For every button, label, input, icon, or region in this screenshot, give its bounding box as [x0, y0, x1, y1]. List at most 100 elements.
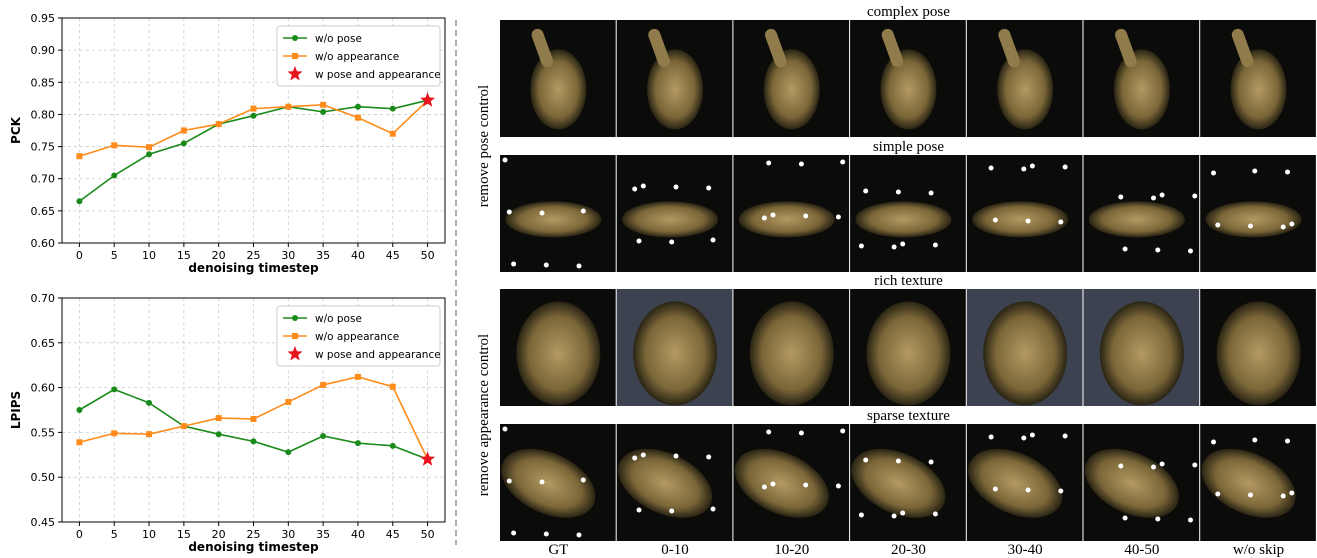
light-dot — [1252, 169, 1257, 174]
hand — [750, 301, 834, 405]
light-dot — [1155, 248, 1160, 253]
light-dot — [577, 533, 582, 538]
marker — [76, 439, 82, 445]
marker — [251, 106, 257, 112]
light-dot — [1026, 219, 1031, 224]
light-dot — [632, 456, 637, 461]
marker — [146, 431, 152, 437]
hand — [739, 201, 835, 237]
light-dot — [1248, 224, 1253, 229]
light-dot — [1160, 193, 1165, 198]
marker — [251, 113, 257, 119]
marker — [355, 115, 361, 121]
x-tick-label: 0 — [76, 528, 83, 541]
marker — [146, 144, 152, 150]
y-tick-label: 0.65 — [31, 205, 56, 218]
light-dot — [892, 245, 897, 250]
x-tick-label: 45 — [386, 249, 400, 262]
marker — [420, 451, 435, 466]
column-label: GT — [548, 542, 568, 558]
marker — [181, 423, 187, 429]
light-dot — [836, 215, 841, 220]
light-dot — [1188, 249, 1193, 254]
x-axis-label: denoising timestep — [188, 261, 319, 275]
marker — [216, 121, 222, 127]
light-dot — [859, 244, 864, 249]
marker — [216, 415, 222, 421]
x-tick-label: 45 — [386, 528, 400, 541]
marker — [320, 382, 326, 388]
light-dot — [1151, 465, 1156, 470]
light-dot — [1058, 489, 1063, 494]
light-dot — [507, 479, 512, 484]
light-dot — [900, 511, 905, 516]
x-tick-label: 40 — [351, 528, 365, 541]
marker — [355, 374, 361, 380]
light-dot — [929, 191, 934, 196]
light-dot — [1188, 518, 1193, 523]
row-title: complex pose — [867, 4, 950, 20]
light-dot — [706, 186, 711, 191]
marker — [320, 433, 326, 439]
light-dot — [900, 242, 905, 247]
legend-marker — [292, 35, 298, 41]
light-dot — [1289, 222, 1294, 227]
row-title: sparse texture — [867, 408, 950, 424]
light-dot — [711, 238, 716, 243]
light-dot — [863, 458, 868, 463]
marker — [251, 416, 257, 422]
light-dot — [803, 214, 808, 219]
marker — [181, 128, 187, 134]
y-tick-label: 0.65 — [31, 337, 56, 350]
marker — [320, 102, 326, 108]
hand — [1100, 301, 1184, 405]
marker — [216, 431, 222, 437]
light-dot — [1192, 463, 1197, 468]
light-dot — [674, 185, 679, 190]
hand — [622, 201, 718, 237]
marker — [146, 151, 152, 157]
x-tick-label: 5 — [111, 528, 118, 541]
legend-label: w/o pose — [315, 313, 362, 325]
hand — [866, 301, 950, 405]
light-dot — [766, 161, 771, 166]
marker — [285, 399, 291, 405]
light-dot — [544, 532, 549, 537]
legend-marker — [292, 333, 298, 339]
y-tick-label: 0.45 — [31, 516, 56, 529]
light-dot — [771, 213, 776, 218]
light-dot — [711, 507, 716, 512]
marker — [76, 153, 82, 159]
light-dot — [641, 184, 646, 189]
light-dot — [803, 483, 808, 488]
light-dot — [840, 160, 845, 165]
marker — [111, 386, 117, 392]
y-tick-label: 0.95 — [31, 12, 56, 25]
hand — [1217, 301, 1301, 405]
y-tick-label: 0.70 — [31, 292, 56, 305]
light-dot — [1215, 223, 1220, 228]
light-dot — [929, 460, 934, 465]
light-dot — [637, 508, 642, 513]
light-dot — [507, 210, 512, 215]
column-label: w/o skip — [1233, 542, 1284, 558]
light-dot — [1123, 247, 1128, 252]
light-dot — [836, 484, 841, 489]
light-dot — [637, 239, 642, 244]
light-dot — [1030, 164, 1035, 169]
light-dot — [859, 513, 864, 518]
light-dot — [1211, 171, 1216, 176]
light-dot — [1289, 491, 1294, 496]
light-dot — [989, 435, 994, 440]
light-dot — [1058, 220, 1063, 225]
legend-label: w/o appearance — [315, 331, 399, 343]
light-dot — [581, 209, 586, 214]
figure: 0.600.650.700.750.800.850.900.9505101520… — [0, 0, 1317, 558]
light-dot — [503, 427, 508, 432]
light-dot — [581, 478, 586, 483]
x-tick-label: 40 — [351, 249, 365, 262]
y-tick-label: 0.85 — [31, 76, 56, 89]
light-dot — [933, 243, 938, 248]
row-title: rich texture — [874, 273, 943, 289]
marker — [285, 449, 291, 455]
